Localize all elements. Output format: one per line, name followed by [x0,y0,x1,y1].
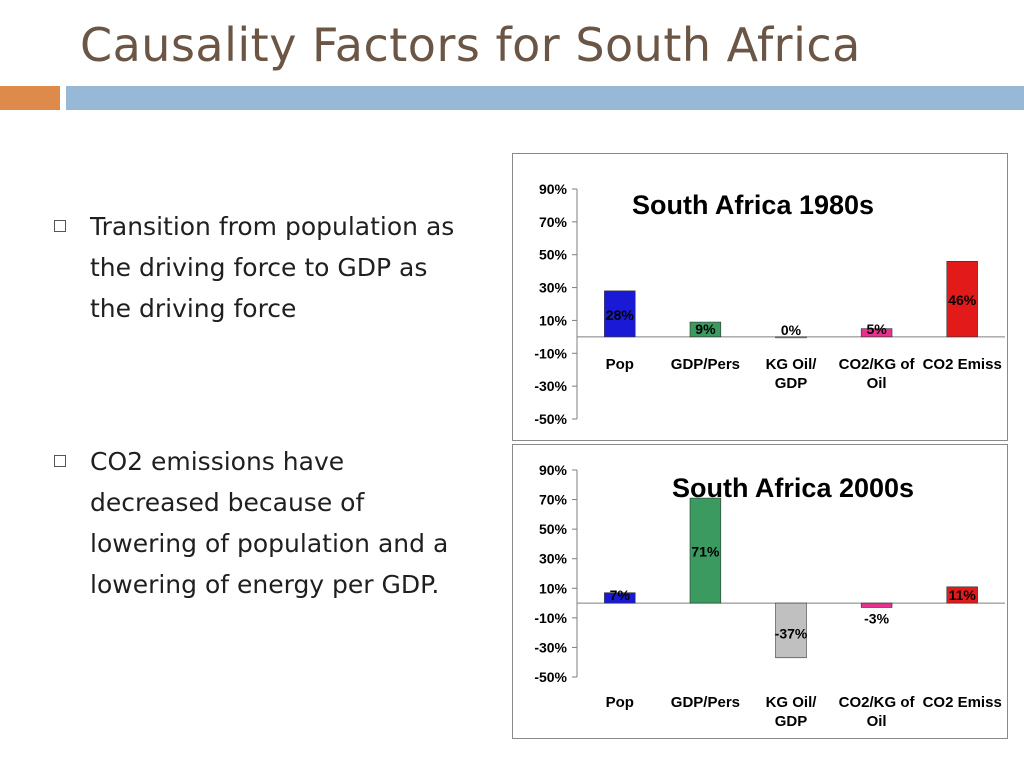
y-tick-label: 30% [539,280,568,296]
y-tick-label: -10% [534,345,567,361]
y-tick-label: -10% [534,610,567,626]
y-tick-label: -30% [534,378,567,394]
y-tick-label: 50% [539,247,568,263]
bar-5 [946,586,978,604]
category-label: GDP [775,713,808,730]
bullet-item: CO2 emissions have decreased because of … [52,441,472,605]
data-label: 9% [695,321,716,337]
category-label: Oil [867,713,887,730]
bar-4 [860,602,893,608]
data-label: 5% [866,321,887,337]
category-label: GDP [775,375,808,392]
accent-bar-blue [66,86,1024,110]
square-bullet-icon [54,455,66,467]
chart-1980s: 90% 70% 50% 30% 10% -10% -30% -50% South Africa … [512,153,1008,441]
y-tick-label: 30% [539,551,568,567]
data-label: 0% [781,322,802,338]
y-tick-label: 70% [539,492,568,508]
bullet-text: CO2 emissions have decreased because of … [90,447,449,599]
bar-1 [604,592,636,604]
accent-bar-orange [0,86,60,110]
category-label: Pop [606,694,634,711]
data-label: 7% [610,587,631,603]
slide-title: Causality Factors for South Africa [80,18,861,72]
y-tick-label: 70% [539,214,568,230]
chart-2000s-svg: 90%70%50%30%10%-10%-30%-50%South Africa … [534,462,1005,730]
bar-4 [860,328,893,338]
category-label: CO2/KG of [839,356,916,373]
y-tick-label: 10% [539,312,568,328]
category-label: KG Oil/ [766,356,818,373]
bullet-list: Transition from population as the drivin… [52,206,472,605]
data-label: 11% [949,587,977,603]
chart-2000s: 90% 70% 50% 30% 10% -10% -30% -50% South Africa … [512,444,1008,739]
category-label: CO2 Emiss [923,694,1002,711]
category-label: GDP/Pers [671,356,740,373]
y-tick-label: -50% [534,411,567,427]
data-label: 28% [606,307,635,323]
data-label: -3% [864,611,889,627]
category-label: KG Oil/ [766,694,818,711]
y-tick-label: 90% [539,181,568,197]
category-label: Oil [867,375,887,392]
bar-2 [689,497,722,604]
y-tick-label: 90% [539,462,568,478]
data-label: 46% [948,292,977,308]
bullet-item: Transition from population as the drivin… [52,206,472,329]
y-tick-label: -50% [534,669,567,685]
square-bullet-icon [54,220,66,232]
y-tick-label: -30% [534,639,567,655]
bar-3 [775,336,807,339]
category-label: CO2/KG of [839,694,916,711]
category-label: Pop [606,356,634,373]
bar-1 [604,290,636,338]
data-label: -37% [775,625,808,641]
data-label: 71% [691,544,720,560]
bar-2 [689,321,722,338]
bar-3 [775,602,807,659]
chart-title: South Africa 1980s [632,190,874,220]
chart-1980s-svg: 90% 70% 50% 30% 10% -10% -30% -50% South Africa … [534,181,1005,427]
y-tick-label: 10% [539,580,568,596]
y-tick-label: 50% [539,521,568,537]
bullet-text: Transition from population as the drivin… [90,212,455,323]
category-label: GDP/Pers [671,694,740,711]
bar-5 [946,260,978,338]
category-label: CO2 Emiss [923,356,1002,373]
